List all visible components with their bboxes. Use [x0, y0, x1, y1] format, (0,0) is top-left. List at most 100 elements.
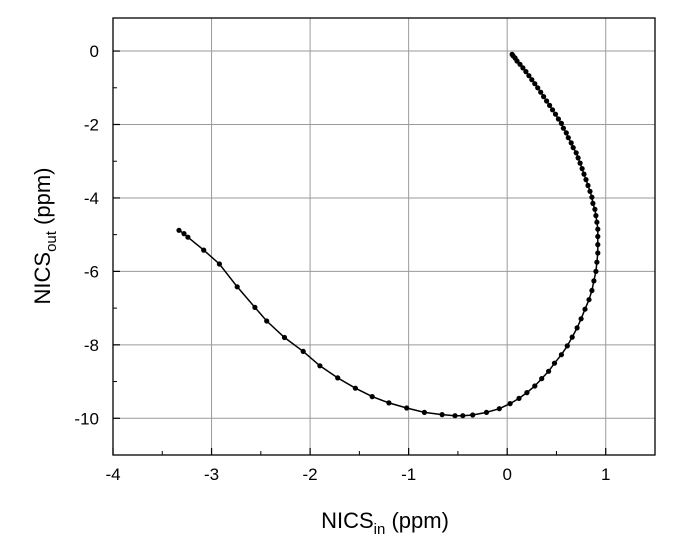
data-point: [176, 227, 182, 233]
data-point: [439, 412, 445, 418]
y-tick-label: -8: [84, 336, 99, 355]
data-point: [300, 348, 306, 354]
data-point: [529, 77, 535, 83]
data-point: [216, 261, 222, 267]
x-tick-label: 0: [502, 465, 511, 484]
data-point: [539, 376, 545, 382]
data-point: [526, 73, 532, 79]
x-axis-title-main: NICS: [321, 508, 374, 533]
data-point: [575, 155, 581, 161]
data-point: [516, 395, 522, 401]
data-point: [551, 360, 558, 366]
data-point: [595, 242, 601, 248]
data-point: [594, 259, 600, 265]
data-point: [483, 409, 490, 415]
y-tick-label: -2: [84, 115, 99, 134]
data-point: [560, 125, 567, 131]
series-line: [178, 53, 599, 417]
data-point: [552, 111, 559, 117]
data-point: [565, 135, 571, 141]
data-point: [264, 318, 270, 324]
data-point: [578, 316, 584, 322]
data-point: [590, 200, 596, 206]
data-point: [593, 268, 599, 274]
data-point: [452, 413, 458, 419]
data-point: [507, 401, 513, 407]
data-point: [581, 171, 587, 177]
data-point: [589, 287, 595, 294]
data-point: [589, 194, 595, 200]
data-point: [517, 61, 523, 67]
data-point: [568, 140, 574, 146]
data-point: [181, 231, 187, 237]
data-point: [595, 226, 601, 232]
data-point: [535, 85, 541, 91]
data-point: [549, 107, 556, 113]
y-axis-title-unit: (ppm): [30, 168, 55, 232]
data-point: [587, 188, 593, 194]
data-point: [496, 406, 502, 412]
data-point: [595, 250, 601, 256]
y-tick-label: -10: [74, 409, 99, 428]
x-tick-label: -4: [105, 465, 120, 484]
y-tick-label: 0: [90, 42, 99, 61]
data-point: [234, 284, 240, 290]
data-point: [585, 182, 591, 189]
x-tick-label: 1: [601, 465, 610, 484]
data-point: [547, 102, 553, 108]
data-point: [541, 94, 547, 100]
data-point: [524, 390, 530, 396]
data-point: [569, 334, 575, 340]
x-axis-title-unit: (ppm): [385, 508, 449, 533]
data-point: [252, 304, 258, 310]
data-point: [577, 160, 583, 166]
data-point: [532, 383, 538, 389]
data-point: [520, 65, 526, 71]
data-point: [558, 120, 565, 126]
data-point: [593, 213, 599, 219]
data-point: [523, 69, 529, 75]
data-point: [595, 233, 601, 240]
y-tick-label: -6: [84, 262, 99, 281]
data-point: [460, 413, 466, 419]
grid-layer: [113, 18, 655, 455]
data-point: [564, 343, 570, 349]
y-tick-label: -4: [84, 189, 99, 208]
data-point: [563, 130, 569, 136]
data-point: [185, 234, 191, 240]
data-point: [532, 81, 538, 87]
data-point: [573, 150, 579, 156]
x-axis-title: NICSin (ppm): [321, 508, 449, 538]
data-point: [281, 334, 288, 341]
x-tick-label: -1: [401, 465, 416, 484]
data-point: [544, 98, 550, 104]
data-point: [546, 368, 552, 374]
x-axis-title-sub: in: [374, 521, 386, 538]
data-point: [574, 325, 580, 331]
plot-frame: [112, 17, 656, 456]
data-point: [352, 385, 358, 391]
data-layer: [176, 51, 601, 419]
data-point: [201, 247, 207, 253]
data-point: [538, 89, 544, 95]
data-point: [583, 177, 589, 183]
y-axis-title-main: NICS: [30, 252, 55, 305]
data-point: [317, 363, 323, 369]
data-point: [386, 400, 392, 406]
data-point: [470, 412, 476, 418]
data-point: [570, 145, 576, 151]
data-point: [582, 306, 588, 312]
labels-layer: NICSin (ppm) NICSout (ppm): [30, 168, 449, 538]
data-point: [509, 51, 515, 58]
data-point: [369, 394, 375, 400]
data-point: [591, 278, 597, 284]
y-axis-title-sub: out: [43, 230, 60, 252]
data-point: [592, 206, 598, 212]
data-point: [594, 219, 600, 225]
data-point: [558, 352, 565, 358]
axes-layer: -4 -3 -2 -1 0 10-2-4-6-8-10: [74, 17, 656, 484]
x-tick-label: -2: [303, 465, 318, 484]
y-axis-title: NICSout (ppm): [30, 168, 60, 305]
